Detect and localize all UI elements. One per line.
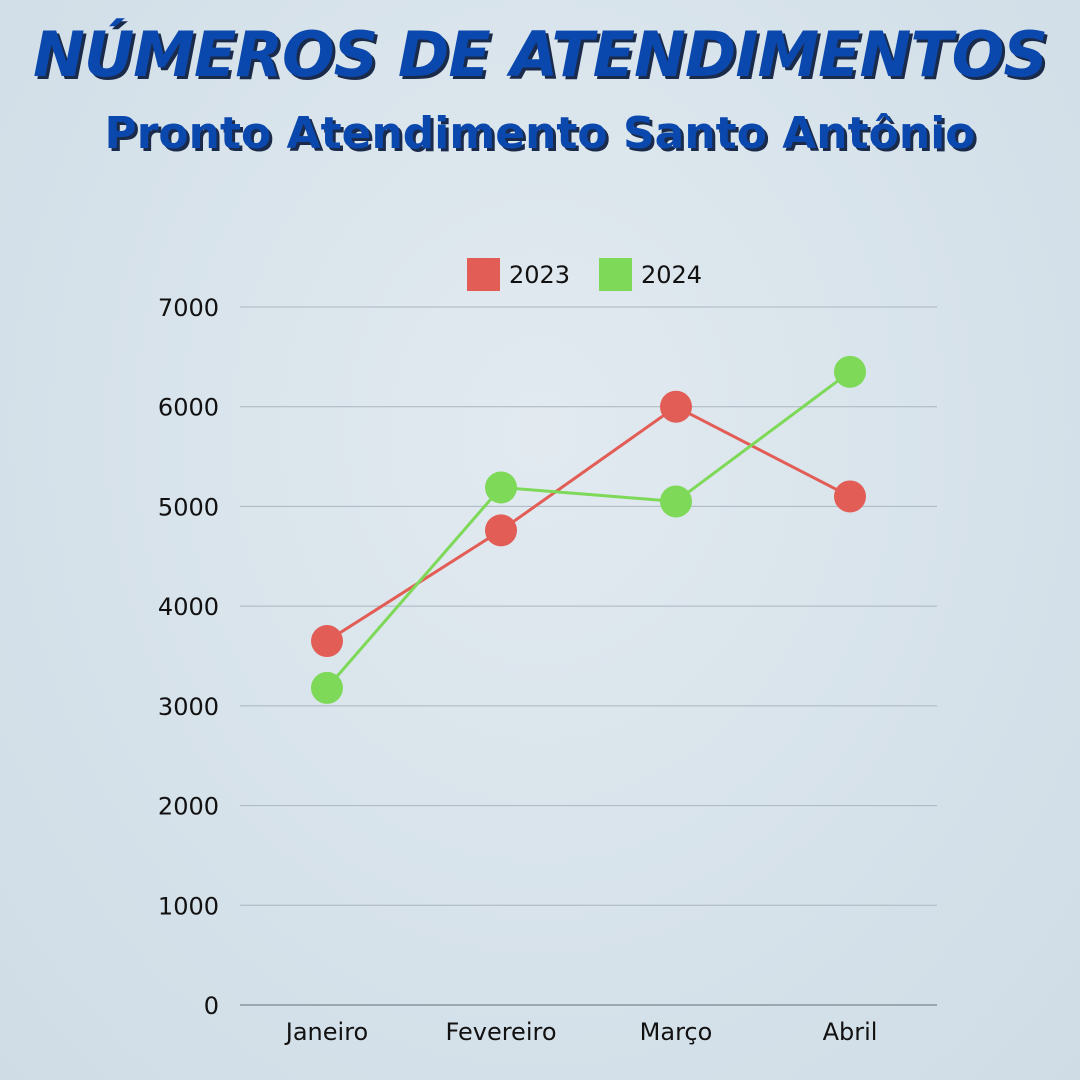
data-point (660, 485, 692, 518)
legend-label: 2023 (509, 261, 570, 289)
y-tick-label: 4000 (158, 593, 219, 621)
data-point (660, 390, 692, 423)
y-tick-label: 2000 (158, 793, 219, 821)
page-subtitle: Pronto Atendimento Santo Antônio (104, 108, 976, 159)
x-tick-label: Janeiro (284, 1018, 368, 1046)
x-tick-label: Fevereiro (445, 1018, 556, 1046)
y-tick-label: 7000 (158, 294, 219, 322)
x-tick-label: Março (640, 1018, 713, 1046)
grid-layer (240, 306, 937, 1006)
legend-swatch (599, 258, 632, 291)
series-layer (311, 355, 866, 704)
data-point (485, 514, 517, 547)
y-tick-label: 6000 (158, 394, 219, 422)
y-tick-label: 1000 (158, 892, 219, 920)
legend-label: 2024 (641, 261, 702, 289)
y-tick-label: 0 (204, 992, 219, 1020)
legend-swatch (467, 258, 500, 291)
y-axis-ticks: 0 1000 2000 3000 4000 5000 6000 7000 (158, 294, 219, 1020)
data-point (834, 480, 866, 513)
data-point (311, 671, 343, 704)
legend: 2023 2024 (467, 258, 702, 291)
data-point (834, 355, 866, 388)
data-point (311, 625, 343, 658)
y-tick-label: 5000 (158, 493, 219, 521)
x-tick-label: Abril (823, 1018, 878, 1046)
page-title: NÚMEROS DE ATENDIMENTOS (32, 18, 1048, 91)
data-point (485, 471, 517, 504)
series-2023 (311, 390, 866, 658)
series-line (325, 370, 851, 689)
x-axis-ticks: Janeiro Fevereiro Março Abril (284, 1018, 878, 1046)
y-tick-label: 3000 (158, 693, 219, 721)
series-2024 (311, 355, 866, 704)
